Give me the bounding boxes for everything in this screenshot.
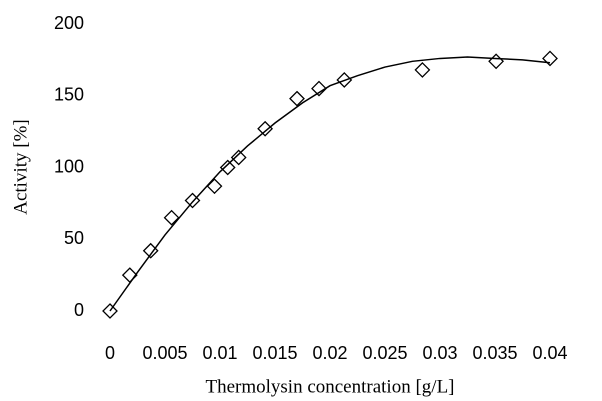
data-point <box>257 120 274 137</box>
x-axis-title: Thermolysin concentration [g/L] <box>205 376 454 397</box>
data-point <box>163 209 180 226</box>
x-tick-label: 0.015 <box>252 343 297 363</box>
data-point <box>542 50 558 67</box>
x-tick-label: 0 <box>105 343 115 363</box>
y-tick-label: 0 <box>74 300 84 320</box>
x-tick-label: 0.02 <box>312 343 347 363</box>
data-point <box>219 159 236 176</box>
data-point <box>206 178 223 195</box>
y-tick-label: 50 <box>64 228 84 248</box>
data-point <box>488 53 505 70</box>
fit-curve <box>109 56 551 312</box>
data-point <box>142 242 159 259</box>
y-tick-label: 200 <box>54 13 84 33</box>
y-axis-title: Activity [%] <box>10 119 31 215</box>
x-tick-label: 0.04 <box>532 343 567 363</box>
data-point <box>311 80 327 97</box>
x-tick-label: 0.005 <box>142 343 187 363</box>
data-point <box>414 62 431 78</box>
x-tick-label: 0.03 <box>422 343 457 363</box>
x-tick-label: 0.01 <box>202 343 237 363</box>
x-tick-label: 0.035 <box>472 343 517 363</box>
x-tick-label: 0.025 <box>362 343 407 363</box>
y-tick-label: 150 <box>54 85 84 105</box>
y-tick-label: 100 <box>54 156 84 176</box>
data-point <box>289 90 305 107</box>
data-point <box>230 149 247 166</box>
